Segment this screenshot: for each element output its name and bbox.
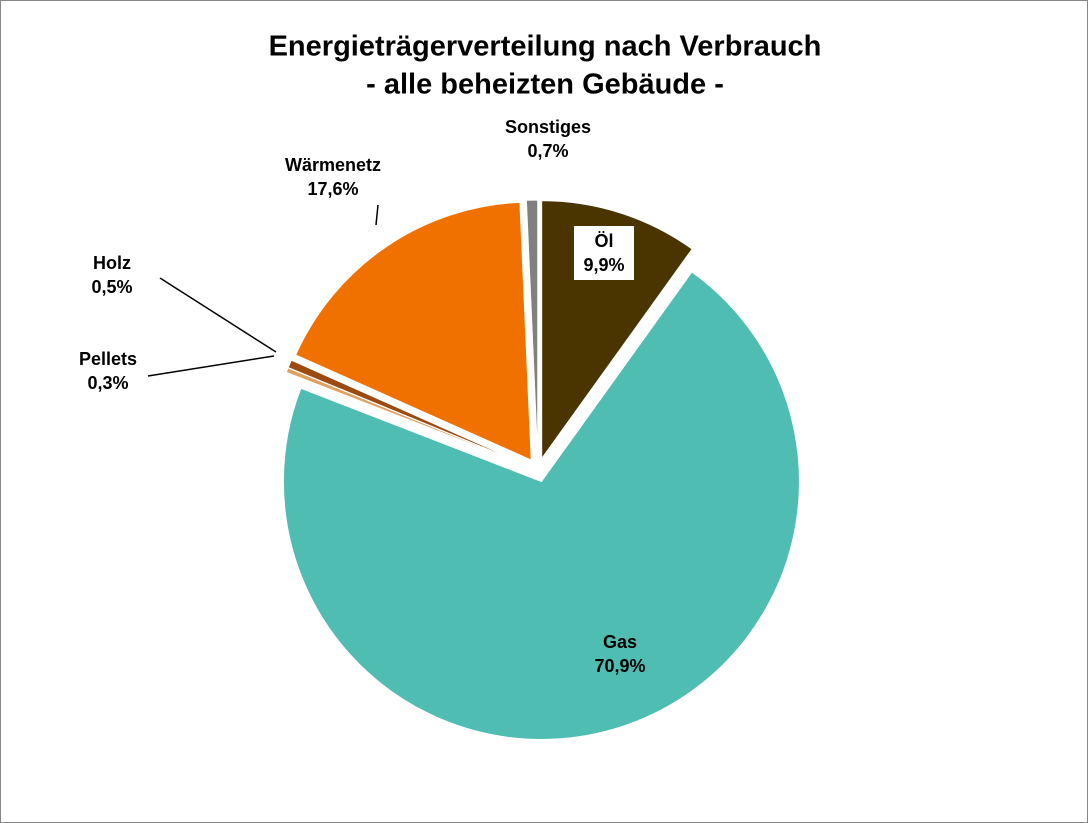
data-label: 70,9% — [594, 656, 645, 676]
leader-line — [159, 277, 277, 353]
pie-slice — [287, 359, 528, 466]
category-label: Sonstiges — [505, 117, 591, 137]
leader-line — [147, 355, 275, 377]
data-label: 17,6% — [307, 179, 358, 199]
data-label: 0,5% — [91, 277, 132, 297]
chart-subtitle: - alle beheizten Gebäude - — [366, 69, 724, 101]
category-label: Holz — [93, 253, 131, 273]
pie-slice — [294, 201, 532, 461]
data-label: 9,9% — [583, 255, 624, 275]
chart-title: Energieträgerverteilung nach Verbrauch — [269, 31, 822, 63]
data-label: 0,7% — [527, 141, 568, 161]
category-label: Gas — [603, 632, 637, 652]
pie-slice — [282, 271, 800, 740]
category-label: Öl — [594, 231, 613, 251]
category-label: Wärmenetz — [285, 155, 381, 175]
category-label: Pellets — [79, 349, 137, 369]
label-background — [574, 226, 634, 280]
data-label: 0,3% — [87, 373, 128, 393]
leader-line — [375, 204, 379, 226]
pie-slice — [525, 199, 539, 459]
